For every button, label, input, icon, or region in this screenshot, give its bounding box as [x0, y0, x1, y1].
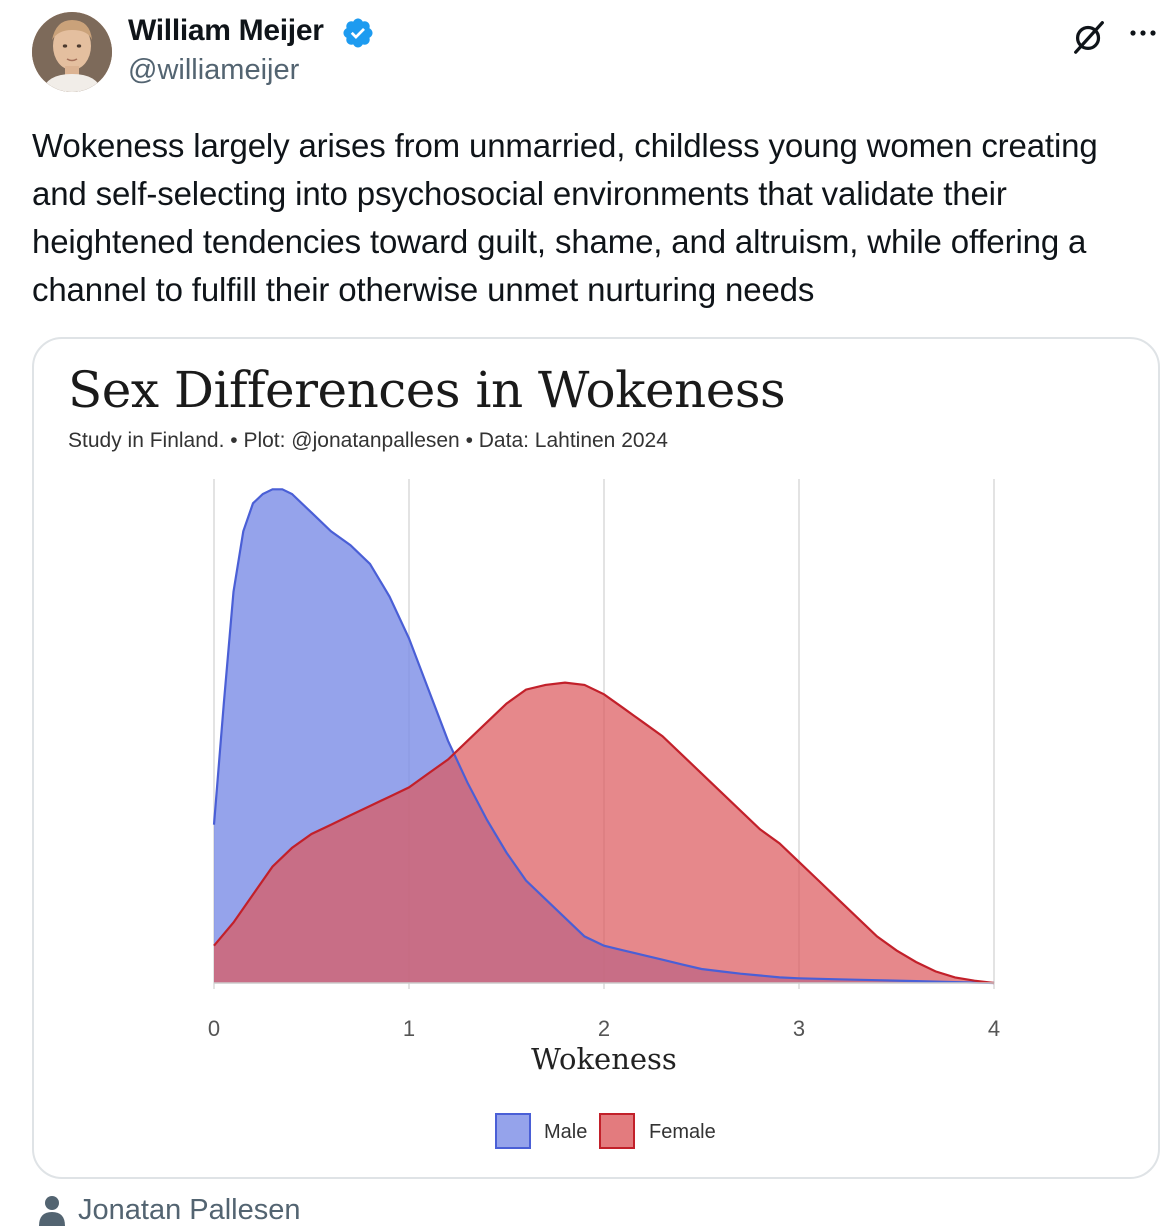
legend-swatch-male: [495, 1113, 531, 1149]
x-tick-label-0: 0: [208, 1016, 220, 1041]
x-tick-label-2: 2: [598, 1016, 610, 1041]
chart-subtitle: Study in Finland. • Plot: @jonatanpalles…: [68, 429, 668, 452]
author-handle[interactable]: @williameijer: [128, 54, 300, 86]
avatar[interactable]: [32, 12, 112, 92]
density-chart: 0 1 2 3 4 Wokeness Male Female: [208, 479, 1000, 1149]
media-attribution[interactable]: Jonatan Pallesen: [38, 1190, 301, 1230]
x-tick-label-4: 4: [988, 1016, 1000, 1041]
tweet-text: Wokeness largely arises from unmarried, …: [32, 127, 1098, 308]
avatar-portrait: [32, 12, 112, 92]
grok-icon[interactable]: [1070, 18, 1108, 56]
chart-title: Sex Differences in Wokeness: [68, 361, 786, 419]
legend-swatch-female: [599, 1113, 635, 1149]
attribution-name[interactable]: Jonatan Pallesen: [78, 1193, 301, 1226]
legend-label-male: Male: [544, 1121, 587, 1143]
person-icon: [39, 1196, 65, 1226]
x-tick-label-1: 1: [403, 1016, 415, 1041]
density-area-female: [214, 682, 994, 983]
density-line-female: [213, 681, 995, 985]
more-icon[interactable]: [1126, 16, 1160, 50]
author-name[interactable]: William Meijer: [128, 14, 324, 47]
media-card[interactable]: Sex Differences in Wokeness Study in Fin…: [32, 337, 1160, 1179]
verified-badge-icon[interactable]: [341, 16, 375, 50]
x-axis-label: Wokeness: [531, 1042, 677, 1076]
density-line-male: [212, 488, 995, 985]
x-tick-label-3: 3: [793, 1016, 805, 1041]
legend-label-female: Female: [649, 1121, 716, 1143]
